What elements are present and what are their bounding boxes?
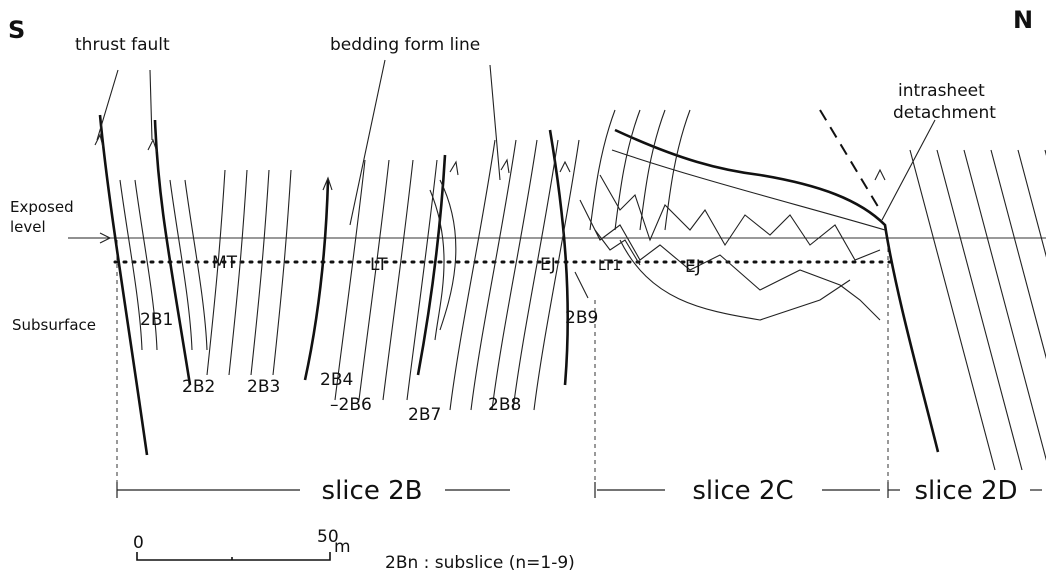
bedding-lines bbox=[120, 110, 1046, 470]
bedding-line bbox=[471, 140, 516, 410]
legend: 2Bn : subslice (n=1-9) bbox=[385, 553, 575, 573]
bedding-line bbox=[640, 110, 665, 230]
horizon-label: EJ bbox=[540, 255, 556, 275]
subslice-label: 2B8 bbox=[488, 395, 521, 415]
bedding-line bbox=[335, 160, 365, 400]
subslice-label: 2B4 bbox=[320, 370, 353, 390]
bedding-line bbox=[359, 160, 389, 400]
scale-unit: m bbox=[334, 537, 351, 557]
bedding-line bbox=[492, 140, 537, 410]
bedding-line bbox=[513, 140, 558, 410]
exposed-label: Exposed bbox=[10, 198, 74, 216]
south-label: S bbox=[8, 16, 25, 44]
slice-label: slice 2D bbox=[914, 476, 1017, 506]
exposed-label: level bbox=[10, 218, 46, 236]
thrust-fault-label: thrust fault bbox=[75, 35, 170, 55]
bedding-line bbox=[383, 160, 413, 400]
bedding-line bbox=[450, 140, 495, 410]
subslice-label: 2B3 bbox=[247, 377, 280, 397]
subsurface-label: Subsurface bbox=[12, 316, 96, 334]
bedding-line bbox=[615, 110, 640, 230]
subslice-label: 2B1 bbox=[140, 310, 173, 330]
cross-section: S N thrust fault bedding form line intra… bbox=[0, 0, 1046, 575]
detachment-label: detachment bbox=[893, 103, 996, 123]
scale-start: 0 bbox=[133, 533, 144, 553]
horizon-label: LT1 bbox=[598, 258, 621, 274]
arrow bbox=[68, 233, 110, 243]
subslice-label: 2B9 bbox=[565, 308, 598, 328]
subslice-label: 2B2 bbox=[182, 377, 215, 397]
bedding-line bbox=[273, 170, 291, 375]
slice-label: slice 2B bbox=[322, 476, 423, 506]
subslice-label: 2B7 bbox=[408, 405, 441, 425]
north-label: N bbox=[1013, 6, 1033, 34]
bedding-line bbox=[251, 170, 269, 375]
slice-label: slice 2C bbox=[692, 476, 793, 506]
subslice-label: –2B6 bbox=[330, 395, 372, 415]
horizon-label: EJ bbox=[685, 257, 701, 277]
bedding-line bbox=[665, 110, 690, 230]
slice-boundaries bbox=[117, 240, 888, 495]
bedding-line bbox=[1018, 150, 1046, 470]
bedding-line bbox=[590, 110, 615, 230]
bedding-line bbox=[910, 150, 995, 470]
horizon-label: LT bbox=[370, 255, 388, 275]
bedding-line bbox=[937, 150, 1022, 470]
bedding-label: bedding form line bbox=[330, 35, 480, 55]
scale-bar bbox=[137, 552, 330, 560]
bedding-line bbox=[185, 180, 207, 350]
horizon-label: MT bbox=[212, 253, 238, 273]
detachment-label: intrasheet bbox=[898, 81, 985, 101]
bedding-line bbox=[991, 150, 1046, 470]
slice-bar bbox=[117, 482, 1042, 498]
